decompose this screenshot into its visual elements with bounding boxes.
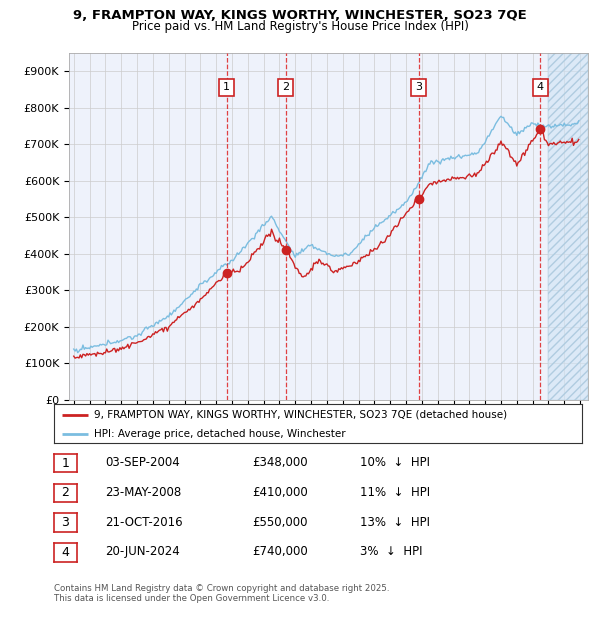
Text: 2: 2 [282,82,289,92]
Text: 21-OCT-2016: 21-OCT-2016 [105,516,182,528]
Text: £410,000: £410,000 [252,486,308,498]
Text: 1: 1 [61,457,70,469]
Text: 9, FRAMPTON WAY, KINGS WORTHY, WINCHESTER, SO23 7QE (detached house): 9, FRAMPTON WAY, KINGS WORTHY, WINCHESTE… [94,410,507,420]
Text: Price paid vs. HM Land Registry's House Price Index (HPI): Price paid vs. HM Land Registry's House … [131,20,469,33]
Text: 10%  ↓  HPI: 10% ↓ HPI [360,456,430,469]
Bar [548,53,588,400]
Text: 13%  ↓  HPI: 13% ↓ HPI [360,516,430,528]
Text: 4: 4 [61,546,70,559]
Text: 20-JUN-2024: 20-JUN-2024 [105,546,180,558]
Text: £550,000: £550,000 [252,516,308,528]
Text: 23-MAY-2008: 23-MAY-2008 [105,486,181,498]
Text: 3: 3 [415,82,422,92]
Text: 9, FRAMPTON WAY, KINGS WORTHY, WINCHESTER, SO23 7QE: 9, FRAMPTON WAY, KINGS WORTHY, WINCHESTE… [73,9,527,22]
Text: 11%  ↓  HPI: 11% ↓ HPI [360,486,430,498]
Text: £348,000: £348,000 [252,456,308,469]
Text: 1: 1 [223,82,230,92]
Text: £740,000: £740,000 [252,546,308,558]
Bar [548,53,588,400]
Text: 3: 3 [61,516,70,529]
Text: Contains HM Land Registry data © Crown copyright and database right 2025.: Contains HM Land Registry data © Crown c… [54,583,389,593]
Text: 2: 2 [61,487,70,499]
Text: 3%  ↓  HPI: 3% ↓ HPI [360,546,422,558]
Text: This data is licensed under the Open Government Licence v3.0.: This data is licensed under the Open Gov… [54,593,329,603]
Text: 4: 4 [536,82,544,92]
Text: HPI: Average price, detached house, Winchester: HPI: Average price, detached house, Winc… [94,428,345,438]
Text: 03-SEP-2004: 03-SEP-2004 [105,456,180,469]
